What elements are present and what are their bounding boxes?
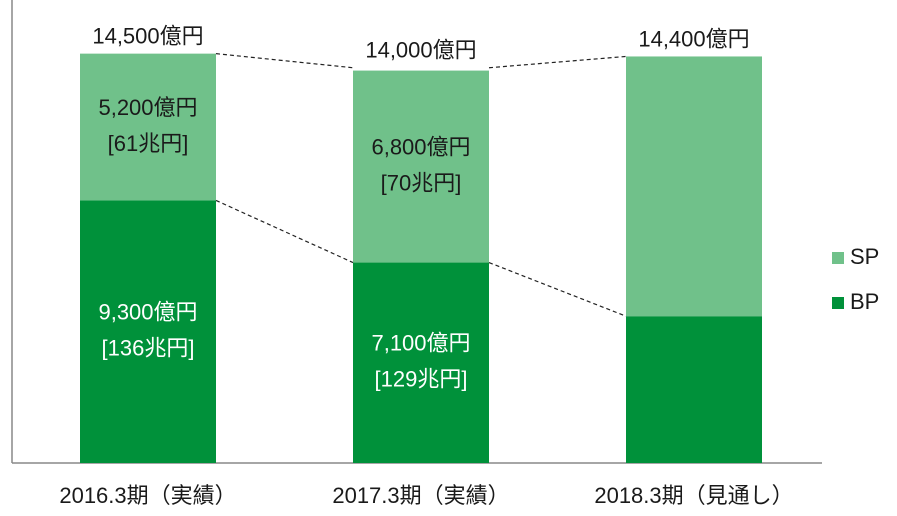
x-tick-label: 2016.3期（実績） <box>59 483 236 508</box>
bar-segment <box>626 316 762 463</box>
data-label: 5,200億円 <box>98 95 197 120</box>
legend-swatch <box>832 252 844 264</box>
connector <box>215 53 354 69</box>
bar-segment <box>80 53 216 201</box>
legend-swatch <box>832 297 844 309</box>
legend-label: BP <box>850 289 879 314</box>
x-tick-label: 2017.3期（実績） <box>332 483 509 508</box>
connector <box>488 261 627 317</box>
bar-segment <box>626 56 762 317</box>
total-label: 14,000億円 <box>365 38 476 63</box>
connector <box>488 55 627 69</box>
total-label: 14,400億円 <box>638 26 749 51</box>
data-note: [129兆円] <box>375 367 468 392</box>
bar-segment <box>353 262 489 463</box>
data-note: [61兆円] <box>108 131 189 156</box>
data-label: 6,800億円 <box>371 134 470 159</box>
legend-label: SP <box>850 244 879 269</box>
data-label: 9,300億円 <box>98 300 197 325</box>
connector <box>215 199 354 264</box>
data-label: 7,100億円 <box>371 331 470 356</box>
x-tick-label: 2018.3期（見通し） <box>594 483 793 508</box>
data-note: [136兆円] <box>102 336 195 361</box>
data-note: [70兆円] <box>381 170 462 195</box>
total-label: 14,500億円 <box>92 23 203 48</box>
bar-segment <box>80 200 216 463</box>
bar-segment <box>353 70 489 263</box>
